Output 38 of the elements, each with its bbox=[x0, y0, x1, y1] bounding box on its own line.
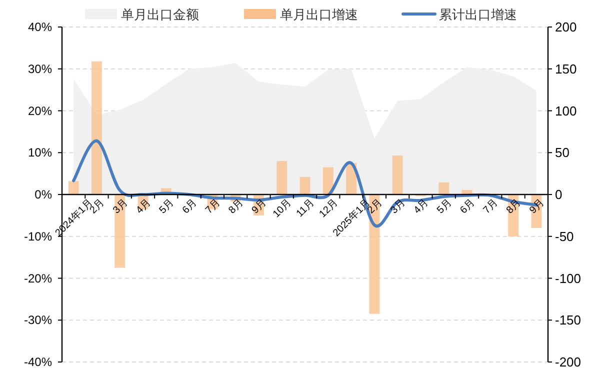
y2-tick-label: -50 bbox=[555, 228, 574, 244]
y2-tick-label: -150 bbox=[555, 312, 582, 328]
x-tick-label: 12月 bbox=[317, 197, 340, 220]
x-tick-label: 8月 bbox=[504, 197, 524, 216]
y-tick-label: 40% bbox=[28, 20, 52, 34]
legend-label: 单月出口增速 bbox=[280, 7, 358, 22]
x-tick-label: 3月 bbox=[388, 197, 408, 216]
legend-label: 单月出口金额 bbox=[121, 7, 199, 22]
x-tick-label: 5月 bbox=[157, 197, 176, 216]
x-tick-label: 4月 bbox=[412, 197, 431, 216]
x-tick-label: 3月 bbox=[111, 197, 130, 216]
y2-tick-label: -200 bbox=[555, 354, 582, 370]
x-tick-label: 4月 bbox=[134, 197, 154, 216]
y2-tick-label: 50 bbox=[555, 145, 570, 160]
x-tick-label: 9月 bbox=[528, 197, 547, 216]
y2-tick-label: 100 bbox=[555, 103, 577, 118]
x-tick-label: 5月 bbox=[435, 197, 454, 216]
y-tick-label: -10% bbox=[24, 229, 52, 244]
y-tick-label: -30% bbox=[24, 313, 52, 328]
y2-tick-label: 150 bbox=[555, 61, 577, 76]
x-tick-label: 10月 bbox=[271, 197, 294, 220]
y-tick-label: -20% bbox=[24, 271, 52, 286]
x-tick-label: 9月 bbox=[250, 197, 269, 216]
y-tick-label: -40% bbox=[24, 355, 52, 369]
y2-tick-label: -100 bbox=[555, 270, 582, 286]
x-tick-label: 8月 bbox=[226, 197, 246, 216]
x-tick-label: 11月 bbox=[294, 197, 317, 220]
y-tick-label: 20% bbox=[28, 104, 52, 118]
legend-label: 累计出口增速 bbox=[439, 7, 517, 22]
y-tick-label: 0% bbox=[34, 188, 52, 202]
y2-tick-label: 200 bbox=[555, 20, 577, 34]
x-tick-label: 7月 bbox=[481, 197, 500, 216]
y-tick-label: 30% bbox=[28, 62, 52, 76]
y2-tick-label: 0 bbox=[555, 187, 562, 202]
x-tick-label: 6月 bbox=[458, 197, 478, 216]
y-tick-label: 10% bbox=[28, 146, 52, 160]
x-tick-label: 7月 bbox=[204, 197, 223, 216]
x-tick-label: 6月 bbox=[180, 197, 200, 216]
